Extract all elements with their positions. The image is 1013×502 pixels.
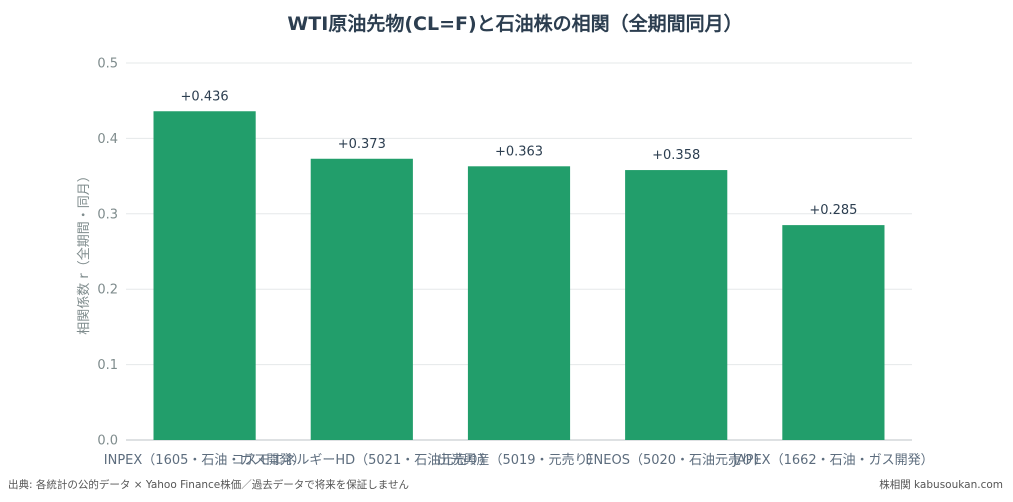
x-tick-label: ENEOS（5020・石油元売り）: [585, 452, 767, 468]
bar: [782, 225, 885, 440]
bar: [153, 111, 256, 441]
y-tick-label: 0.0: [97, 434, 118, 449]
chart-title: WTI原油先物(CL=F)と石油株の相関（全期間同月）: [287, 12, 742, 35]
x-tick-label: コスモエネルギーHD（5021・石油元売り）: [231, 452, 492, 468]
value-label: +0.436: [181, 89, 229, 104]
bar: [467, 166, 571, 440]
footer-source: 出典: 各統計の公的データ × Yahoo Finance株価／過去データで将来…: [8, 478, 409, 491]
y-tick-label: 0.4: [97, 132, 118, 147]
x-axis-ticks: INPEX（1605・石油・ガス開発）コスモエネルギーHD（5021・石油元売り…: [104, 452, 934, 468]
x-tick-label: INPEX（1605・石油・ガス開発）: [104, 453, 306, 468]
value-label: +0.363: [495, 144, 543, 159]
footer-brand: 株相関 kabusoukan.com: [879, 478, 1003, 491]
y-tick-label: 0.3: [97, 207, 118, 222]
bar: [310, 158, 413, 440]
y-tick-label: 0.5: [97, 57, 118, 72]
bar: [625, 170, 728, 440]
bars: [153, 111, 885, 441]
y-tick-label: 0.2: [97, 283, 118, 298]
value-label: +0.373: [338, 137, 386, 152]
value-label: +0.358: [652, 148, 700, 163]
value-labels: +0.436 +0.373 +0.363 +0.358 +0.285: [181, 89, 858, 218]
y-axis-label: 相関係数 r（全期間・同月）: [76, 169, 92, 334]
y-tick-label: 0.1: [97, 358, 118, 373]
x-tick-label: JAPEX（1662・石油・ガス開発）: [732, 453, 934, 468]
value-label: +0.285: [809, 203, 857, 218]
x-tick-label: 出光興産（5019・元売り）: [437, 452, 600, 468]
y-axis-ticks: 0.0 0.1 0.2 0.3 0.4 0.5: [97, 57, 118, 449]
